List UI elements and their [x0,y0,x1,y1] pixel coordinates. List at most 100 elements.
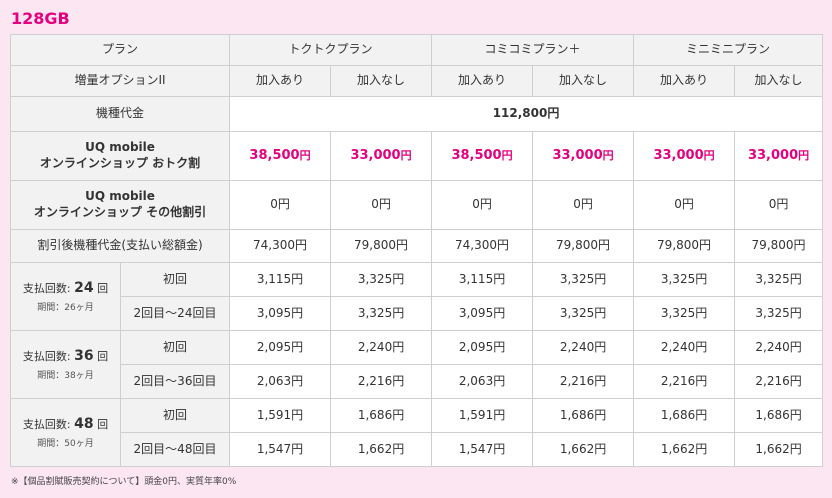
installment-rest-label: 2回目～24回目 [119,296,231,331]
installment-count-suffix: 回 [93,417,109,431]
installment-count-number: 48 [74,415,94,432]
installment-count: 支払回数: 24 回 [22,279,109,296]
installment-count-prefix: 支払回数: [22,281,75,295]
otoku-label-line1: UQ mobile [85,140,155,155]
installment-period: 期間：38ヶ月 [37,370,94,381]
installment-value: 2,240円 [633,330,736,365]
otoku-value: 38,500円 [229,131,332,181]
other-discount-value: 0円 [229,180,332,230]
other-discount-value: 0円 [330,180,433,230]
plan-komikomi: コミコミプラン＋ [431,34,635,66]
installment-value: 3,095円 [431,296,534,331]
installment-value: 2,240円 [532,330,635,365]
otoku-unit: 円 [798,148,810,162]
installment-rest-label: 2回目～48回目 [119,432,231,467]
installment-value: 1,662円 [532,432,635,467]
installment-value: 1,686円 [532,398,635,433]
installment-value: 2,095円 [229,330,332,365]
installment-value: 1,686円 [734,398,824,433]
otoku-unit: 円 [400,148,412,162]
installment-rest-row: 2回目～48回目 1,547円 1,662円 1,547円 1,662円 1,6… [11,432,824,467]
installment-value: 3,325円 [532,262,635,297]
option-cell: 加入あり [633,65,736,97]
page-title: 128GB [11,9,70,28]
otoku-unit: 円 [703,148,715,162]
installment-value: 3,325円 [734,296,824,331]
otoku-amount: 33,000 [552,147,603,163]
installment-value: 3,325円 [633,296,736,331]
installment-value: 1,662円 [330,432,433,467]
option-label: 増量オプションII [9,65,231,97]
installment-value: 2,216円 [633,364,736,399]
installment-rest-row: 2回目～36回目 2,063円 2,216円 2,063円 2,216円 2,2… [11,364,824,399]
otoku-amount: 33,000 [350,147,401,163]
installment-count-cell: 支払回数: 36 回 期間：38ヶ月 [10,330,121,399]
installment-value: 3,325円 [633,262,736,297]
other-discount-value: 0円 [532,180,635,230]
plan-minimini: ミニミニプラン [633,34,824,66]
plan-label: プラン [9,34,231,66]
installment-value: 2,216円 [532,364,635,399]
otoku-row: UQ mobile オンラインショップ おトク割 38,500円 33,000円… [9,131,824,181]
installment-count-suffix: 回 [93,349,109,363]
option-row: 増量オプションII 加入あり 加入なし 加入あり 加入なし 加入あり 加入なし [9,65,824,97]
price-table: プラン トクトクプラン コミコミプラン＋ ミニミニプラン 増量オプションII 加… [9,34,824,467]
installment-first-label: 初回 [119,398,231,433]
device-price-row: 機種代金 112,800円 [9,96,824,132]
otoku-value: 33,000円 [734,131,824,181]
installment-value: 1,662円 [633,432,736,467]
otoku-unit: 円 [299,148,311,162]
otoku-value: 38,500円 [431,131,534,181]
otoku-label: UQ mobile オンラインショップ おトク割 [9,131,231,181]
installment-first-label: 初回 [119,330,231,365]
other-discount-label-line1: UQ mobile [85,189,155,204]
installment-count-cell: 支払回数: 24 回 期間：26ヶ月 [10,262,121,331]
installment-value: 2,216円 [330,364,433,399]
installment-count-number: 36 [74,347,94,364]
installment-value: 3,325円 [330,262,433,297]
installment-count-suffix: 回 [93,281,109,295]
otoku-amount: 33,000 [747,147,799,163]
after-discount-value: 74,300円 [229,229,332,263]
device-price-label: 機種代金 [9,96,231,132]
installment-value: 2,063円 [229,364,332,399]
after-discount-row: 割引後機種代金(支払い総額金) 74,300円 79,800円 74,300円 … [9,229,824,263]
installment-value: 1,591円 [431,398,534,433]
otoku-amount: 38,500 [249,147,300,163]
otoku-amount: 33,000 [653,147,704,163]
otoku-amount: 38,500 [451,147,502,163]
device-price-value: 112,800円 [229,96,824,132]
after-discount-value: 74,300円 [431,229,534,263]
option-cell: 加入あり [229,65,332,97]
installment-value: 2,063円 [431,364,534,399]
installment-rest-row: 2回目～24回目 3,095円 3,325円 3,095円 3,325円 3,3… [11,296,824,331]
option-cell: 加入なし [532,65,635,97]
footnote: ※【個品割賦販売契約について】頭金0円、実質年率0% [11,477,237,487]
installment-first-row: 支払回数: 24 回 期間：26ヶ月 初回 3,115円 3,325円 3,11… [10,262,824,331]
installment-count-number: 24 [74,279,94,296]
otoku-value: 33,000円 [532,131,635,181]
installment-first-row: 支払回数: 48 回 期間：50ヶ月 初回 1,591円 1,686円 1,59… [10,398,824,467]
other-discount-row: UQ mobile オンラインショップ その他割引 0円 0円 0円 0円 0円… [9,180,824,230]
installment-value: 3,325円 [330,296,433,331]
otoku-label-line2: オンラインショップ おトク割 [39,156,201,170]
other-discount-value: 0円 [431,180,534,230]
installment-period: 期間：50ヶ月 [37,438,94,449]
installment-value: 3,115円 [229,262,332,297]
installment-value: 1,686円 [633,398,736,433]
installment-value: 3,325円 [734,262,824,297]
installment-first-label: 初回 [119,262,231,297]
installment-value: 1,662円 [734,432,824,467]
after-discount-value: 79,800円 [330,229,433,263]
other-discount-label: UQ mobile オンラインショップ その他割引 [9,180,231,230]
installment-value: 2,240円 [734,330,824,365]
after-discount-value: 79,800円 [532,229,635,263]
installment-period: 期間：26ヶ月 [37,302,94,313]
installment-count-prefix: 支払回数: [22,417,75,431]
plan-tokutoku: トクトクプラン [229,34,433,66]
installment-value: 3,325円 [532,296,635,331]
installment-value: 1,547円 [431,432,534,467]
other-discount-value: 0円 [633,180,736,230]
installment-count-cell: 支払回数: 48 回 期間：50ヶ月 [10,398,121,467]
installment-count: 支払回数: 48 回 [22,415,109,432]
